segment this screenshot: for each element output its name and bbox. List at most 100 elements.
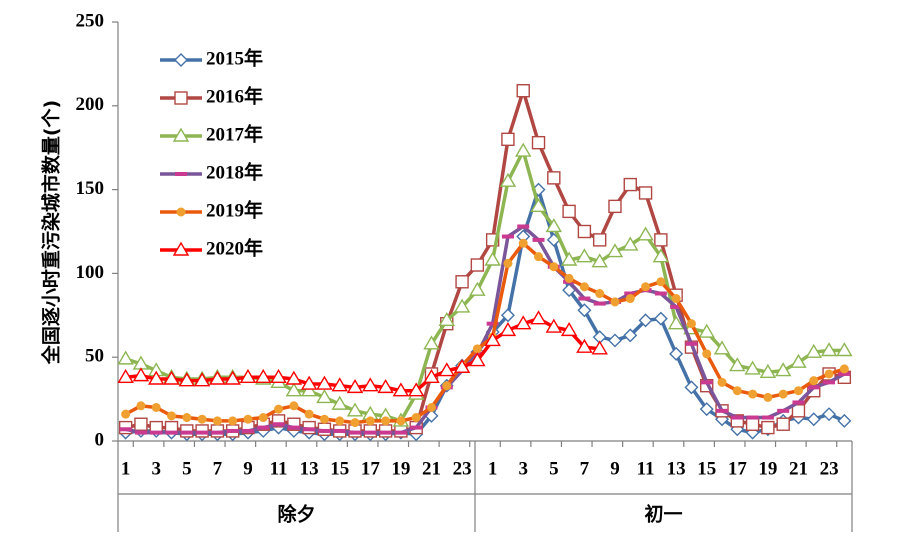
- data-point-marker: [595, 289, 605, 299]
- category-groups: 除夕 初一: [277, 503, 682, 526]
- data-point-marker: [469, 352, 486, 367]
- series-line: [124, 241, 845, 425]
- data-point-marker: [453, 298, 471, 313]
- data-point-marker: [684, 380, 699, 395]
- y-tick-label: 100: [76, 262, 105, 283]
- data-point-marker: [167, 411, 177, 421]
- y-tick-label: 0: [95, 429, 105, 450]
- data-point-marker: [289, 401, 299, 411]
- legend-item: 2015年: [160, 46, 263, 69]
- data-point-marker: [438, 311, 455, 327]
- data-point-marker: [702, 349, 712, 359]
- data-point-marker: [560, 321, 578, 337]
- data-point-marker: [121, 409, 131, 419]
- x-tick-label: 21: [422, 458, 441, 479]
- data-point-marker: [809, 376, 819, 386]
- data-point-marker: [579, 282, 589, 292]
- data-point-marker: [423, 335, 440, 350]
- data-point-marker: [623, 177, 637, 192]
- data-point-marker: [484, 251, 501, 266]
- data-point-marker: [793, 386, 803, 396]
- legend-label: 2016年: [206, 84, 263, 107]
- data-point-marker: [545, 218, 563, 233]
- data-point-marker: [515, 142, 532, 157]
- y-ticks: 0 50 100 150 200 250: [76, 10, 118, 450]
- series-line: [125, 187, 846, 437]
- data-point-marker: [562, 204, 576, 219]
- data-point-marker: [531, 135, 546, 150]
- x-tick-label: 17: [728, 458, 748, 479]
- data-point-marker: [132, 367, 150, 382]
- data-point-marker: [285, 370, 303, 385]
- data-point-marker: [778, 389, 788, 399]
- data-point-marker: [625, 294, 635, 304]
- data-point-marker: [503, 258, 513, 268]
- data-point-marker: [499, 321, 517, 337]
- data-point-marker: [656, 277, 666, 287]
- data-point-marker: [300, 375, 318, 390]
- data-point-marker: [176, 207, 186, 217]
- y-tick-label: 50: [85, 346, 104, 367]
- data-point-marker: [501, 132, 515, 147]
- data-point-marker: [577, 303, 592, 318]
- data-point-marker: [839, 364, 849, 374]
- legend-label: 2017年: [206, 122, 263, 145]
- y-axis-label: 全国逐小时重污染城市数量(个): [40, 100, 63, 365]
- data-point-marker: [698, 323, 715, 338]
- data-point-marker: [699, 402, 714, 417]
- data-point-marker: [547, 171, 561, 185]
- data-point-marker: [637, 226, 654, 241]
- legend-item: 2018年: [160, 160, 263, 183]
- data-point-marker: [335, 416, 345, 426]
- data-point-marker: [591, 340, 608, 355]
- group-label: 初一: [644, 503, 682, 526]
- data-point-marker: [469, 281, 486, 296]
- data-point-marker: [392, 382, 410, 397]
- data-point-marker: [545, 318, 563, 333]
- data-point-marker: [316, 389, 333, 404]
- x-tick-label: 17: [361, 458, 381, 479]
- data-point-marker: [484, 332, 501, 347]
- data-point-marker: [774, 362, 792, 377]
- data-point-marker: [304, 409, 314, 419]
- data-point-marker: [822, 407, 837, 422]
- data-point-marker: [319, 414, 329, 424]
- x-tick-label: 5: [549, 458, 559, 479]
- data-point-marker: [732, 386, 742, 396]
- axes: [117, 22, 853, 532]
- data-point-marker: [820, 342, 838, 357]
- data-point-marker: [713, 340, 731, 355]
- data-point-marker: [172, 127, 190, 142]
- data-point-marker: [350, 418, 360, 428]
- x-tick-label: 23: [820, 458, 839, 479]
- legend: 2015年 2016年 2017年 2018年 2019年 2020年: [160, 46, 263, 259]
- data-point-marker: [530, 197, 547, 213]
- series-2017年: [117, 142, 853, 427]
- data-point-marker: [654, 233, 668, 247]
- legend-label: 2018年: [206, 160, 263, 183]
- x-tick-label: 11: [270, 458, 288, 479]
- data-point-marker: [592, 233, 607, 247]
- data-point-marker: [285, 382, 303, 397]
- data-point-marker: [453, 358, 471, 373]
- data-point-marker: [638, 186, 653, 200]
- data-point-marker: [381, 416, 391, 426]
- data-point-marker: [500, 308, 515, 323]
- data-point-marker: [622, 236, 639, 251]
- x-tick-label: 11: [637, 458, 655, 479]
- data-point-marker: [641, 282, 651, 292]
- x-tick-label: 1: [121, 458, 131, 479]
- data-point-marker: [560, 251, 578, 266]
- data-point-marker: [824, 369, 834, 379]
- data-point-marker: [607, 333, 622, 348]
- x-ticks: 1 3 5 7 9 11 13 15 17 19 21 23 1 3 5 7 9 11 13 15 17 19 21 23: [121, 441, 839, 479]
- data-point-marker: [197, 414, 207, 424]
- legend-label: 2015年: [206, 46, 263, 69]
- data-point-marker: [745, 417, 760, 431]
- legend-item: 2019年: [160, 198, 263, 221]
- data-point-marker: [163, 370, 180, 385]
- data-point-marker: [576, 338, 593, 353]
- data-point-marker: [805, 343, 822, 358]
- data-point-marker: [239, 368, 257, 384]
